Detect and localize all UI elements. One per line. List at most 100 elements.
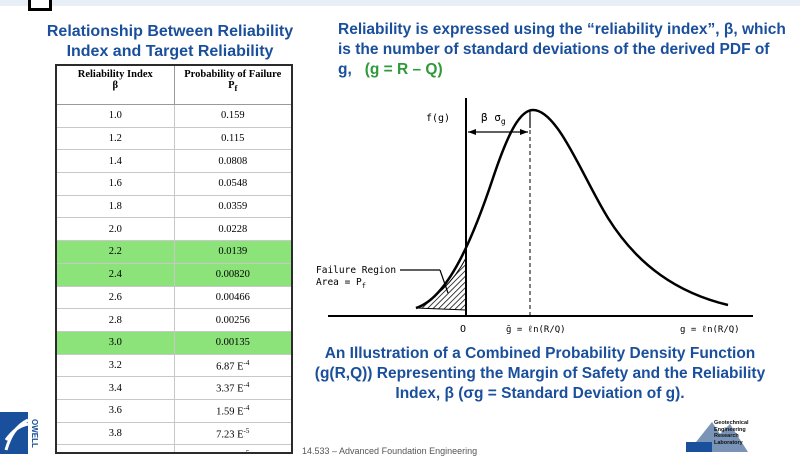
- table-row: 1.8 0.0359: [57, 195, 291, 219]
- reliability-index-cell: 2.8: [57, 308, 175, 332]
- mean-label: ḡ = ℓn(R/Q): [506, 325, 566, 335]
- probability-of-failure-cell: 0.0228: [174, 217, 291, 242]
- table-row: 2.0 0.0228: [57, 217, 291, 242]
- header-col2-sub: f: [234, 83, 238, 94]
- probability-of-failure-cell: 3.37 E-4: [174, 376, 291, 400]
- probability-of-failure-cell: 0.0548: [174, 172, 291, 196]
- probability-of-failure-cell: 6.87 E-4: [174, 354, 291, 378]
- equation-text: (g = R – Q): [364, 61, 443, 78]
- reliability-index-cell: 3.4: [57, 376, 175, 400]
- table-row: 2.2 0.0139: [57, 240, 291, 264]
- table-row: 2.6 0.00466: [57, 286, 291, 310]
- table-row: 3.2 6.87 E-4: [57, 354, 291, 378]
- probability-of-failure-cell: 0.00466: [174, 286, 291, 310]
- description-text: Reliability is expressed using the “reli…: [338, 21, 786, 78]
- figure-caption: An Illustration of a Combined Probabilit…: [314, 345, 766, 402]
- header-col2-symbol: Pf: [176, 80, 291, 93]
- lab-line-3: Research: [714, 433, 739, 439]
- table-row: 1.4 0.0808: [57, 149, 291, 174]
- university-logo-text: OWELL: [28, 412, 40, 454]
- table-row: 3.4 3.37 E-4: [57, 376, 291, 400]
- pf-value: 6.87 E: [216, 361, 244, 373]
- lab-line-1: Geotechnical: [714, 420, 749, 426]
- table-header-row: Reliability Index β Probability of Failu…: [57, 66, 291, 105]
- pf-value: 3.37 E: [216, 383, 244, 395]
- reliability-index-cell: 2.0: [57, 217, 175, 242]
- reliability-index-cell: 2.4: [57, 263, 175, 287]
- probability-of-failure-cell: 0.00256: [174, 308, 291, 332]
- pf-exponent: -4: [243, 404, 250, 413]
- reliability-index-cell: 1.2: [57, 127, 175, 151]
- header-col2-label: Probability of Failure: [184, 69, 282, 80]
- beta-sigma-label: β σg: [481, 111, 506, 126]
- title-line-1: Relationship Between Reliability: [46, 23, 294, 40]
- pdf-diagram: f(g) β σg Failure Region Area = Pf O ḡ …: [316, 98, 753, 335]
- pf-value: 0.0359: [218, 201, 248, 213]
- pf-value: 0.00820: [215, 269, 250, 281]
- table-row: 3.0 0.00135: [57, 331, 291, 355]
- table-row: 4.03.16 E-5: [57, 444, 291, 454]
- pf-value: 0.0548: [218, 178, 248, 190]
- probability-of-failure-cell: 0.159: [174, 104, 291, 128]
- lab-logo-icon: [686, 422, 748, 452]
- header-probability-of-failure: Probability of Failure Pf: [174, 66, 291, 105]
- failure-region-label: Failure Region: [316, 265, 396, 276]
- slide-corner-bracket: [28, 0, 52, 11]
- reliability-index-cell: 2.6: [57, 286, 175, 310]
- reliability-table-container: Reliability Index β Probability of Failu…: [55, 64, 293, 454]
- table-row: 1.0 0.159: [57, 104, 291, 128]
- table-body: 1.0 0.159 1.2 0.115 1.4 0.0808 1.6 0.0548 1.8 0.0…: [57, 104, 291, 454]
- probability-of-failure-cell: 7.23 E-5: [174, 422, 291, 446]
- reliability-index-cell: 2.2: [57, 240, 175, 264]
- top-banner: [0, 0, 800, 6]
- header-reliability-index: Reliability Index β: [57, 66, 175, 105]
- table-row: 1.6 0.0548: [57, 172, 291, 196]
- probability-of-failure-cell: 0.0808: [174, 149, 291, 174]
- reliability-index-cell: 3.0: [57, 331, 175, 355]
- lab-line-2: Engineering: [714, 426, 746, 433]
- probability-of-failure-cell: 0.00135: [174, 331, 291, 355]
- reliability-index-cell: 4.0: [57, 444, 175, 452]
- pf-value: 3.16 E: [216, 452, 243, 453]
- probability-of-failure-cell: 0.115: [174, 127, 291, 151]
- pf-exponent: -5: [243, 426, 250, 435]
- pf-value: 0.0139: [218, 246, 248, 258]
- failure-region-leader-2: [439, 269, 449, 294]
- reliability-description: Reliability is expressed using the “reli…: [338, 20, 788, 80]
- pf-value: 0.0808: [218, 155, 248, 167]
- pf-value: 0.159: [220, 110, 245, 122]
- table-row: 1.2 0.115: [57, 127, 291, 151]
- failure-area-label: Area = Pf: [316, 277, 366, 290]
- table-row: 3.6 1.59 E-4: [57, 399, 291, 423]
- probability-of-failure-cell: 1.59 E-4: [174, 399, 291, 423]
- pf-value: 0.00466: [215, 291, 250, 303]
- lab-logo-text: Geotechnical Engineering Research Labora…: [714, 420, 784, 446]
- header-col2-p: P: [228, 80, 235, 91]
- pf-value: 0.00256: [215, 314, 250, 326]
- reliability-index-cell: 3.8: [57, 422, 175, 446]
- failure-region-hatch: [415, 257, 467, 311]
- pf-exponent: -5: [243, 449, 250, 454]
- pf-value: 1.59 E: [216, 406, 244, 418]
- table-row: 2.4 0.00820: [57, 263, 291, 287]
- pdf-curve: [415, 108, 729, 310]
- pf-value: 0.115: [221, 133, 245, 145]
- reliability-index-cell: 3.6: [57, 399, 175, 423]
- reliability-index-cell: 1.6: [57, 172, 175, 196]
- beta-sigma-arrow-right: [520, 129, 528, 135]
- reliability-index-cell: 1.8: [57, 195, 175, 219]
- pf-value: 7.23 E: [216, 429, 244, 441]
- pf-value: 0.0228: [218, 223, 248, 235]
- reliability-index-cell: 3.2: [57, 354, 175, 378]
- pf-exponent: -4: [243, 358, 250, 367]
- pf-exponent: -4: [243, 381, 250, 390]
- pf-value: 0.00135: [215, 337, 250, 349]
- probability-of-failure-cell: 3.16 E-5: [174, 444, 291, 454]
- reliability-table: Reliability Index β Probability of Failu…: [57, 66, 291, 454]
- table-row: 3.8 7.23 E-5: [57, 422, 291, 446]
- probability-of-failure-cell: 0.0359: [174, 195, 291, 219]
- fg-label: f(g): [426, 113, 450, 124]
- header-col1-symbol: β: [112, 80, 119, 91]
- lab-line-4: Laboratory: [714, 439, 743, 446]
- beta-sigma-arrow-left: [468, 129, 476, 135]
